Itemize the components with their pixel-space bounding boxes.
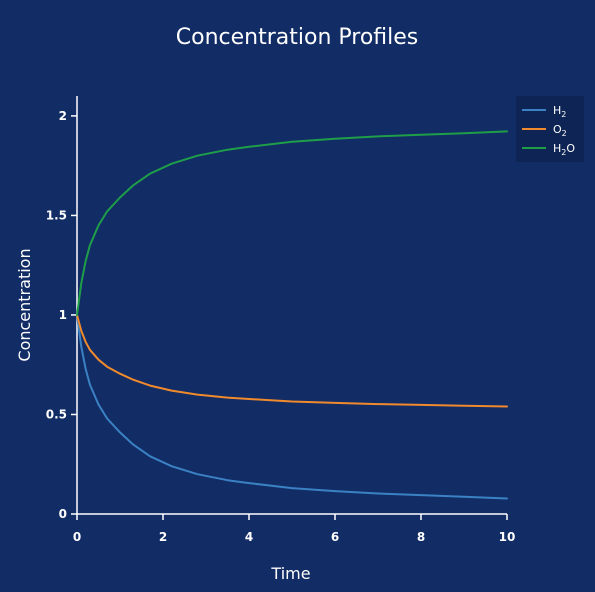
- y-axis-label: Concentration: [15, 248, 34, 361]
- legend: H2 O2 H2O: [516, 96, 584, 162]
- series-lines: [76, 130, 508, 500]
- x-tick-label: 10: [499, 530, 516, 544]
- legend-label-0: H2: [553, 104, 566, 119]
- legend-label-2: H2O: [553, 142, 575, 157]
- series-line-2: [76, 130, 508, 316]
- x-tick-label: 4: [245, 530, 253, 544]
- chart-title: Concentration Profiles: [176, 25, 419, 50]
- x-tick-label: 8: [417, 530, 425, 544]
- series-line-0: [76, 314, 508, 500]
- x-tick-label: 6: [331, 530, 339, 544]
- legend-label-1: O2: [553, 123, 567, 138]
- x-tick-label: 0: [73, 530, 81, 544]
- x-tick-label: 2: [159, 530, 167, 544]
- y-tick-label: 2: [59, 109, 67, 123]
- y-tick-label: 0.5: [46, 407, 67, 421]
- y-tick-label: 1.5: [46, 208, 67, 222]
- series-line-1: [76, 314, 508, 408]
- x-axis-label: Time: [270, 564, 310, 583]
- axes: 0 2 4 6 8 10 0 0.5 1 1.5 2: [46, 96, 516, 544]
- y-tick-label: 0: [59, 507, 67, 521]
- y-tick-label: 1: [59, 308, 67, 322]
